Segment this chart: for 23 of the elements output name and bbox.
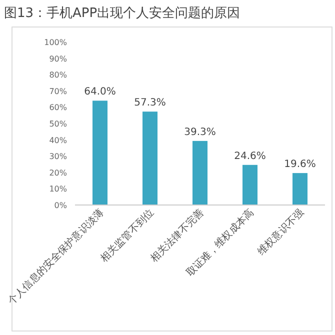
y-tick-label: 60%	[49, 103, 68, 112]
bar	[142, 112, 158, 205]
x-tick-label: 维权意识不强	[255, 206, 306, 258]
y-tick-label: 0%	[54, 201, 68, 210]
data-label: 64.0%	[84, 86, 116, 98]
bar	[192, 140, 208, 205]
y-tick-label: 10%	[49, 184, 68, 194]
data-label: 57.3%	[134, 98, 166, 109]
bar	[292, 173, 308, 205]
bar	[92, 100, 108, 205]
data-label: 24.6%	[234, 150, 266, 162]
y-tick-label: 80%	[49, 70, 68, 80]
y-tick-label: 50%	[49, 120, 68, 128]
chart-title: 图13：手机APP出现个人安全问题的原因	[4, 5, 240, 21]
y-tick-label: 40%	[49, 136, 68, 145]
y-tick-label: 90%	[49, 54, 68, 64]
y-tick-label: 30%	[49, 152, 68, 162]
y-tick-label: 20%	[49, 168, 68, 178]
data-label: 39.3%	[184, 126, 216, 138]
y-tick-label: 70%	[49, 86, 68, 96]
y-tick-label: 100%	[44, 38, 68, 47]
data-label: 19.6%	[284, 159, 316, 170]
bar	[242, 164, 258, 205]
